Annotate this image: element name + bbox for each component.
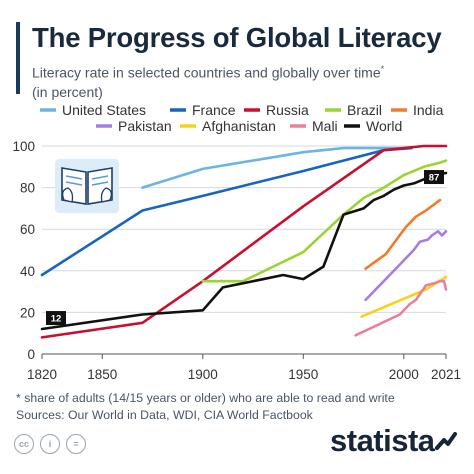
creative-commons-icon[interactable]: cc	[14, 434, 34, 454]
license-icons: cc i =	[14, 434, 86, 454]
subtitle: Literacy rate in selected countries and …	[32, 60, 462, 102]
x-tick-label: 1820	[27, 367, 57, 382]
x-tick-label: 2000	[389, 367, 419, 382]
brand-wave-icon	[434, 432, 457, 450]
footnote-definition: * share of adults (14/15 years or older)…	[16, 391, 395, 405]
series-line-world	[40, 171, 448, 331]
y-tick-label: 0	[27, 347, 35, 362]
x-tick-label: 2021	[431, 367, 461, 382]
value-badge	[46, 311, 66, 326]
y-tick-label: 40	[20, 264, 35, 279]
footnote-sources: Sources: Our World in Data, WDI, CIA Wor…	[16, 408, 313, 422]
legend-label: India	[413, 102, 444, 118]
value-badge	[424, 170, 444, 185]
page-title: The Progress of Global Literacy	[32, 22, 442, 53]
series-line-brazil	[201, 159, 448, 283]
no-derivatives-icon[interactable]: =	[66, 434, 86, 454]
x-tick-label: 1900	[188, 367, 218, 382]
open-book-icon	[55, 159, 119, 213]
legend-label: Brazil	[347, 102, 382, 118]
legend-label: World	[366, 118, 402, 134]
footnote: * share of adults (14/15 years or older)…	[16, 390, 456, 424]
legend-label: France	[192, 102, 236, 118]
subtitle-unit: (in percent)	[32, 83, 103, 100]
brand-wordmark: statista	[330, 423, 435, 458]
legend-label: Pakistan	[118, 118, 172, 134]
y-tick-label: 60	[20, 222, 35, 237]
series-line-mali	[354, 279, 448, 337]
x-tick-label: 1850	[87, 367, 117, 382]
x-tick-label: 1950	[288, 367, 318, 382]
title-accent-bar	[16, 22, 20, 94]
subtitle-footnote-mark: *	[380, 64, 385, 74]
series-line-india	[364, 198, 442, 271]
value-badge-label: 87	[429, 173, 440, 184]
value-badge-label: 12	[51, 314, 62, 325]
y-tick-label: 20	[20, 305, 35, 320]
y-tick-label: 80	[20, 181, 35, 196]
y-tick-label: 100	[12, 139, 35, 154]
legend-label: Afghanistan	[202, 118, 276, 134]
series-line-russia	[40, 144, 448, 339]
series-line-pakistan	[364, 230, 448, 302]
legend-label: Mali	[312, 118, 338, 134]
attribution-icon[interactable]: i	[40, 434, 60, 454]
series-line-united-states	[141, 146, 410, 189]
legend-label: Russia	[266, 102, 309, 118]
subtitle-text: Literacy rate in selected countries and …	[32, 64, 381, 81]
statista-logo[interactable]: statista	[330, 423, 457, 459]
legend-label: United States	[62, 102, 146, 118]
